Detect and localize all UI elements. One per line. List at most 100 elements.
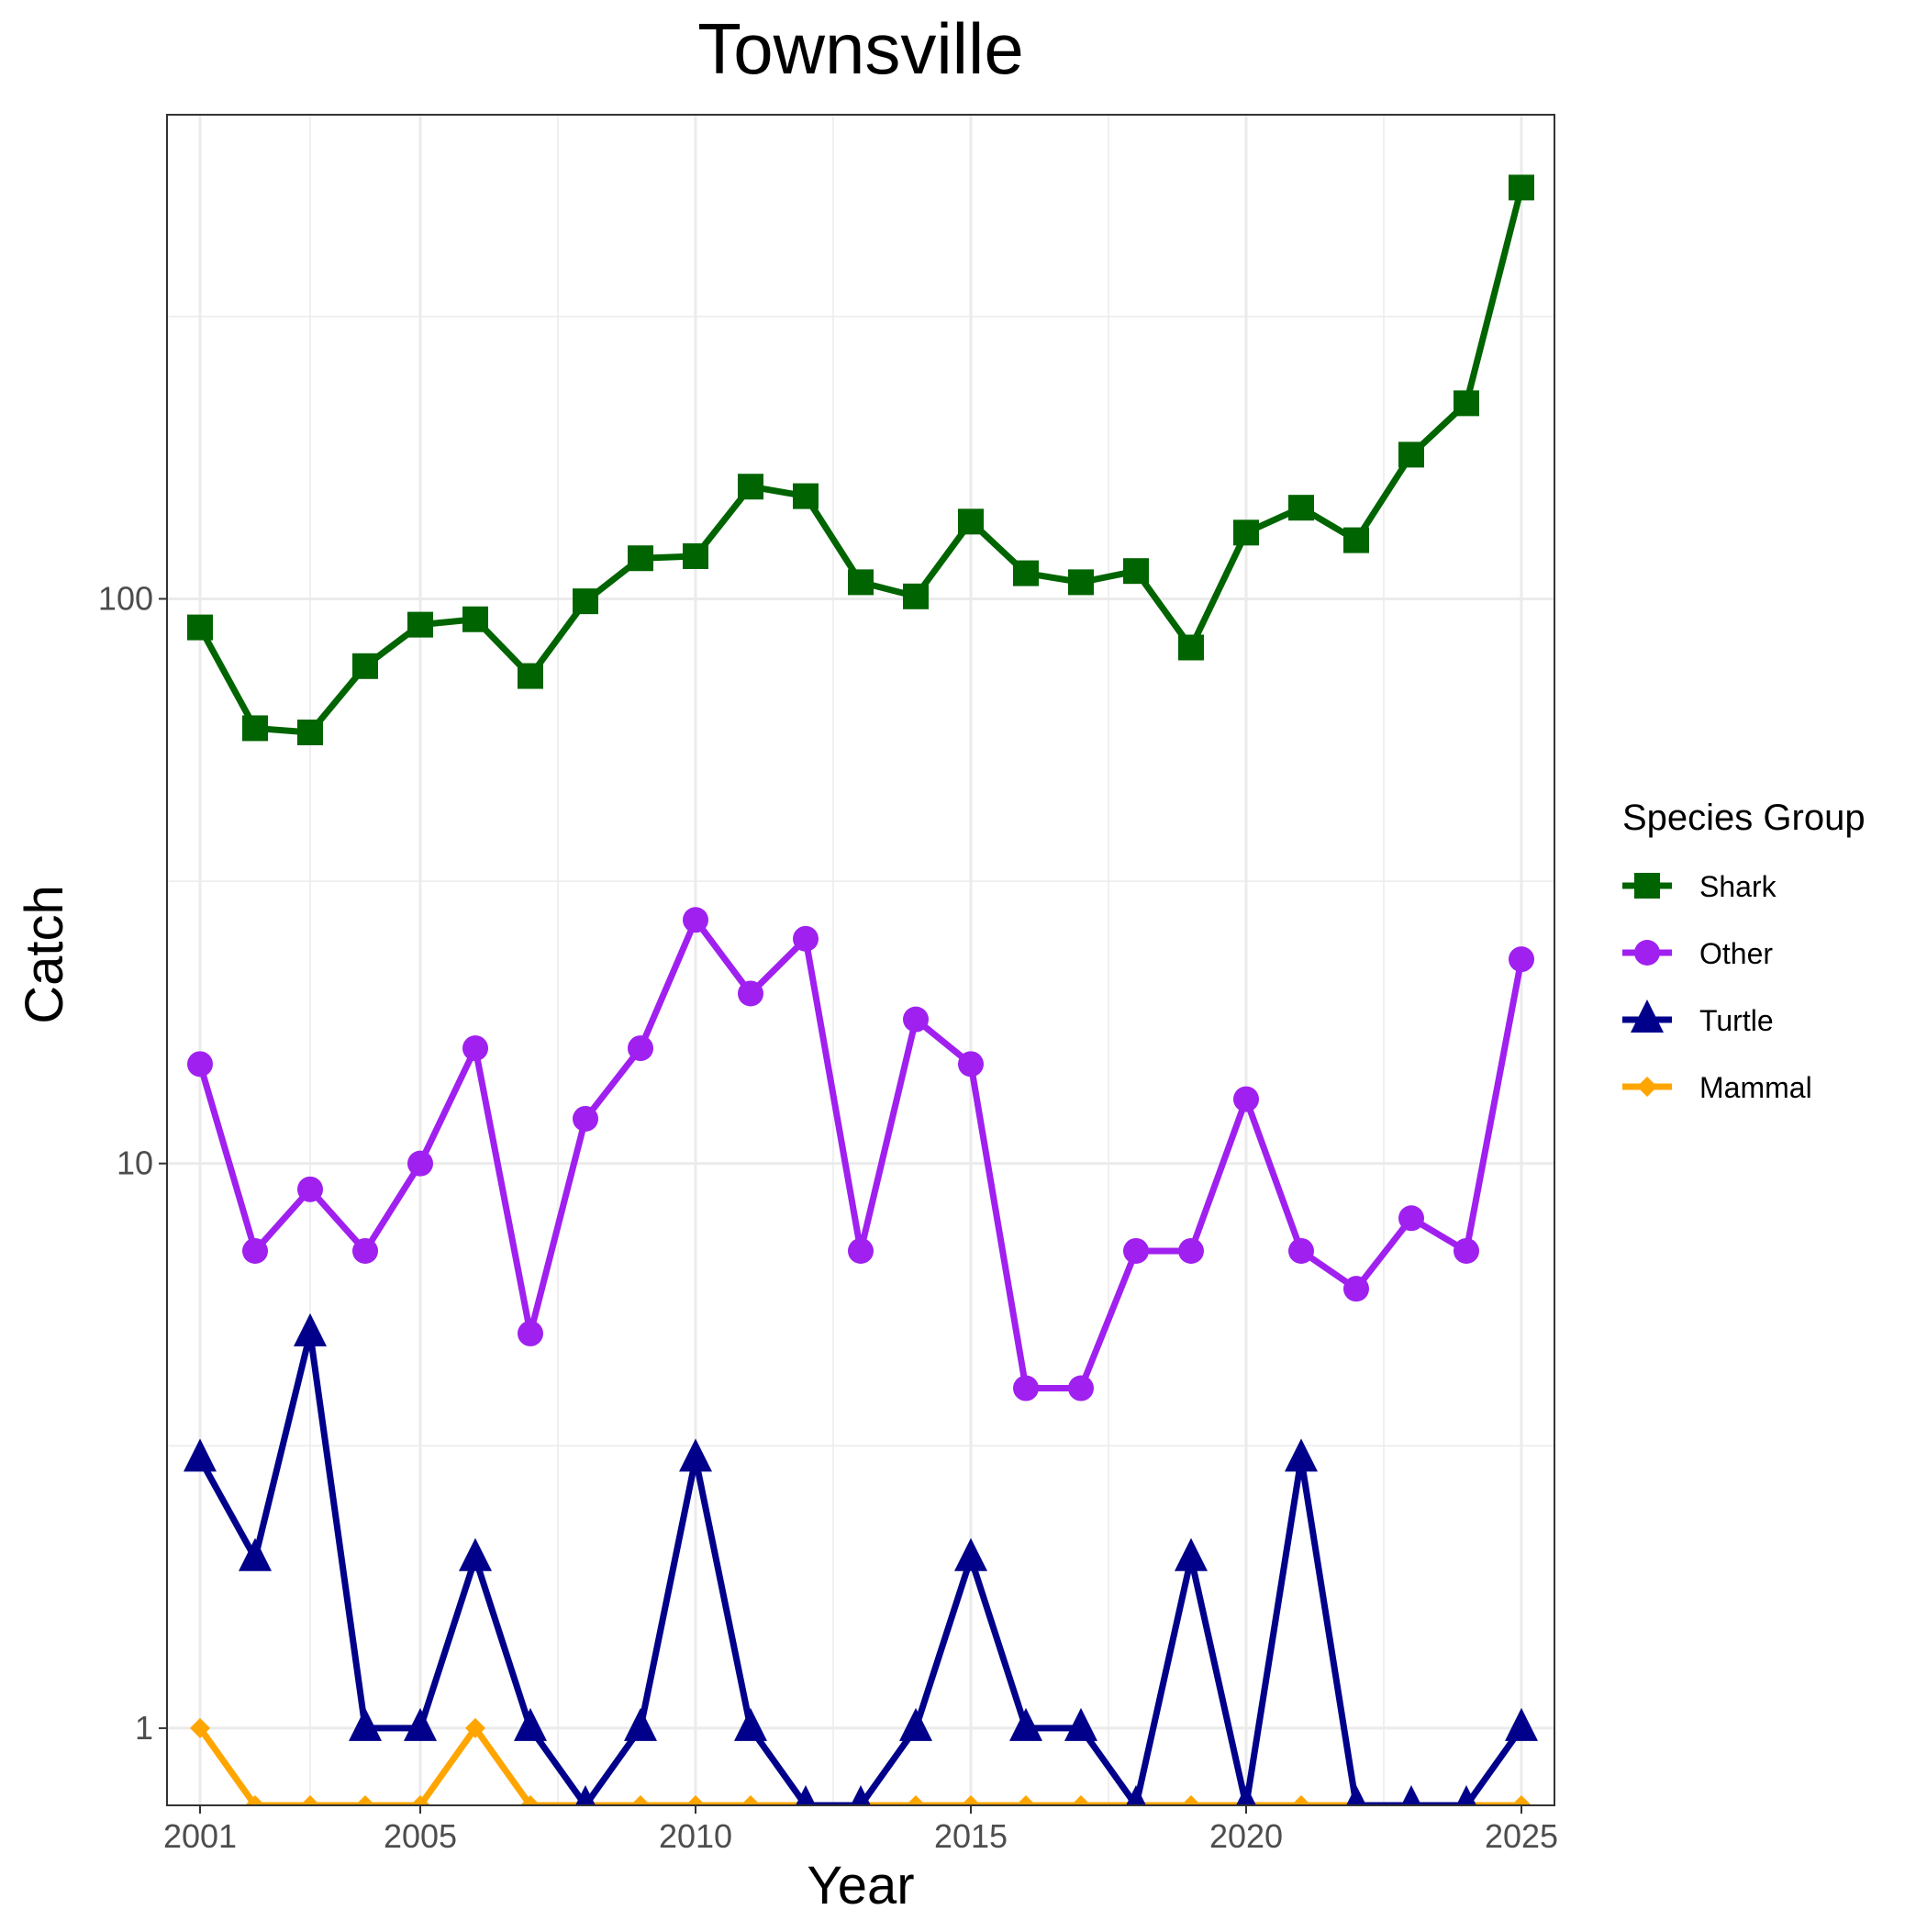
data-point-shark (958, 508, 984, 535)
data-point-turtle (294, 1312, 327, 1346)
series-turtle (184, 1312, 1538, 1805)
legend-marker-shark (1634, 873, 1660, 899)
axis-ticks: 2001 2005 2010 2015 2020 2025 1 10 100 (98, 579, 1558, 1855)
series-other (187, 907, 1534, 1402)
data-point-shark (738, 474, 763, 500)
legend-item-shark: Shark (1622, 870, 1777, 903)
data-point-other (738, 980, 763, 1007)
data-point-other (1068, 1375, 1094, 1402)
data-point-shark (793, 483, 819, 509)
data-point-mammal (245, 1795, 265, 1805)
data-point-turtle (899, 1707, 932, 1741)
data-point-other (903, 1006, 929, 1033)
data-point-shark (683, 542, 708, 569)
data-point-shark (297, 720, 323, 746)
y-tick-label: 1 (135, 1709, 153, 1747)
data-point-other (242, 1237, 268, 1264)
legend-marker-other (1634, 940, 1660, 966)
y-tick-label: 100 (98, 579, 153, 617)
data-point-other (683, 907, 708, 933)
legend-title: Species Group (1622, 798, 1866, 838)
data-point-turtle (1236, 1785, 1256, 1805)
plot-border (166, 114, 1555, 1806)
data-point-turtle (1064, 1707, 1097, 1741)
y-axis-label: Catch (15, 885, 74, 1024)
x-tick-label: 2001 (163, 1817, 237, 1855)
data-point-shark (1288, 495, 1314, 521)
legend-item-turtle: Turtle (1622, 1000, 1774, 1037)
x-tick-label: 2005 (384, 1817, 457, 1855)
data-point-shark (1454, 390, 1479, 417)
data-point-turtle (1505, 1707, 1538, 1741)
legend-label-mammal: Mammal (1699, 1071, 1812, 1104)
data-point-mammal (961, 1795, 981, 1805)
chart-title: Townsville (697, 8, 1023, 89)
data-point-turtle (1346, 1785, 1366, 1805)
data-point-turtle (404, 1707, 437, 1741)
data-point-other (518, 1320, 543, 1346)
data-point-other (352, 1237, 378, 1264)
x-tick-label: 2025 (1485, 1817, 1558, 1855)
data-point-turtle (734, 1707, 767, 1741)
data-point-other (1454, 1237, 1479, 1264)
data-point-shark (242, 715, 268, 742)
data-point-mammal (410, 1795, 430, 1805)
data-point-shark (1509, 174, 1534, 201)
data-point-mammal (300, 1795, 320, 1805)
legend-item-mammal: Mammal (1622, 1071, 1812, 1104)
legend-label-turtle: Turtle (1699, 1004, 1774, 1037)
data-point-turtle (796, 1785, 816, 1805)
data-point-turtle (575, 1785, 596, 1805)
data-point-other (848, 1237, 874, 1264)
data-point-turtle (851, 1785, 871, 1805)
data-point-turtle (624, 1707, 657, 1741)
data-point-other (187, 1051, 213, 1078)
data-point-mammal (741, 1795, 761, 1805)
data-point-other (462, 1035, 488, 1062)
legend-marker-turtle (1631, 1000, 1664, 1033)
data-point-turtle (184, 1438, 217, 1472)
data-point-shark (573, 588, 598, 615)
data-point-other (1233, 1086, 1259, 1112)
data-point-mammal (1016, 1795, 1036, 1805)
legend-item-other: Other (1622, 937, 1773, 970)
data-point-shark (407, 611, 433, 638)
data-point-mammal (1511, 1795, 1532, 1805)
data-point-shark (1398, 441, 1424, 468)
legend-label-other: Other (1699, 937, 1773, 970)
legend-marker-mammal (1637, 1077, 1657, 1097)
data-point-turtle (1126, 1785, 1146, 1805)
data-point-other (1013, 1375, 1039, 1402)
data-point-shark (462, 606, 488, 632)
data-point-mammal (190, 1717, 210, 1738)
series-shark (187, 174, 1534, 746)
data-point-shark (352, 653, 378, 679)
data-point-mammal (1181, 1795, 1201, 1805)
data-point-other (1509, 946, 1534, 973)
data-point-turtle (1456, 1785, 1476, 1805)
data-point-shark (187, 614, 213, 641)
data-point-other (573, 1105, 598, 1132)
data-point-other (1398, 1205, 1424, 1232)
data-point-shark (1233, 519, 1259, 546)
data-point-shark (1123, 558, 1149, 585)
data-point-other (628, 1035, 653, 1062)
data-point-other (1343, 1276, 1369, 1302)
data-point-turtle (1009, 1707, 1042, 1741)
x-axis-label: Year (807, 1856, 914, 1915)
data-point-mammal (906, 1795, 926, 1805)
data-point-shark (1178, 634, 1204, 661)
data-point-other (1178, 1237, 1204, 1264)
data-point-mammal (685, 1795, 706, 1805)
y-tick-label: 10 (117, 1145, 153, 1182)
data-point-turtle (1285, 1438, 1318, 1472)
data-point-mammal (465, 1717, 485, 1738)
data-point-shark (848, 569, 874, 596)
data-point-other (793, 925, 819, 952)
data-point-turtle (459, 1537, 492, 1571)
data-point-mammal (630, 1795, 651, 1805)
data-point-turtle (1401, 1785, 1421, 1805)
data-point-shark (518, 663, 543, 689)
